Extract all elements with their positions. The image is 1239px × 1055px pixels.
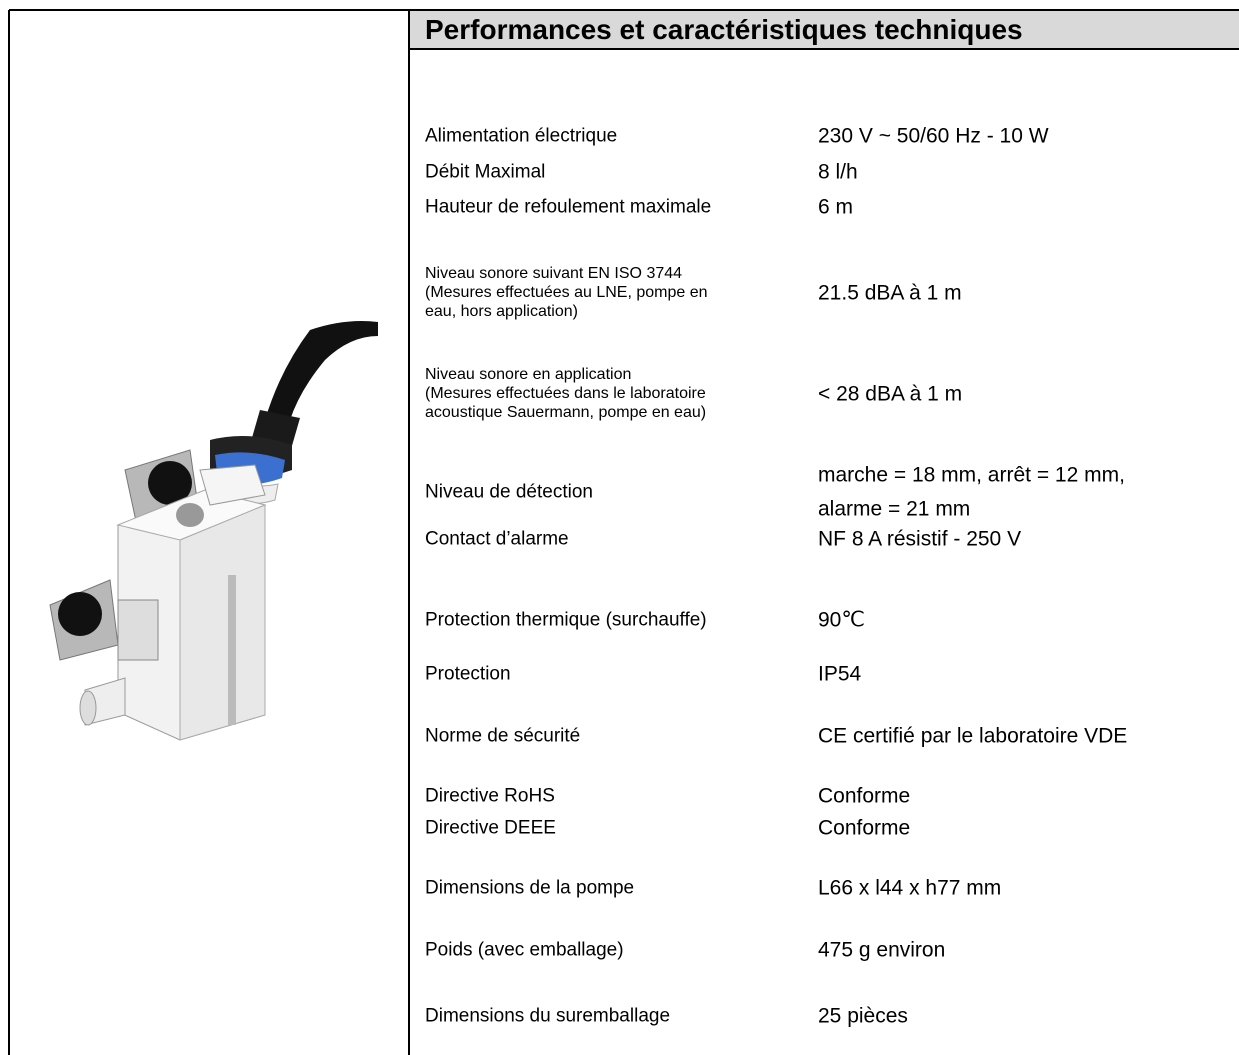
row-label: Niveau sonore en application [425,367,631,383]
row-label: (Mesures effectuées au LNE, pompe en [425,285,708,301]
row-value: NF 8 A résistif - 250 V [818,529,1021,550]
row-value: 6 m [818,197,853,218]
row-label: Alimentation électrique [425,127,617,146]
row-label: Poids (avec emballage) [425,941,624,960]
row-value: 230 V ~ 50/60 Hz - 10 W [818,126,1049,147]
row-value: < 28 dBA à 1 m [818,384,962,405]
pump-illustration [50,321,378,740]
row-value: Conforme [818,818,910,839]
row-value: 475 g environ [818,940,945,961]
row-value: IP54 [818,664,861,685]
row-label: Dimensions de la pompe [425,879,634,898]
row-value: L66 x l44 x h77 mm [818,878,1001,899]
row-value: CE certifié par le laboratoire VDE [818,726,1127,747]
row-label: (Mesures effectuées dans le laboratoire [425,386,706,402]
row-label: Hauteur de refoulement maximale [425,198,711,217]
row-label: Niveau de détection [425,483,593,502]
row-label: Contact d’alarme [425,530,569,549]
page: Performances et caractéristiques techniq… [0,0,1239,1055]
row-label: Protection thermique (surchauffe) [425,611,707,630]
row-value: 21.5 dBA à 1 m [818,283,962,304]
row-label: eau, hors application) [425,304,578,320]
row-label: Débit Maximal [425,163,545,182]
row-label: Norme de sécurité [425,727,580,746]
row-label: acoustique Sauermann, pompe en eau) [425,405,706,421]
row-label: Directive RoHS [425,787,555,806]
row-value: alarme = 21 mm [818,499,970,520]
row-value: Conforme [818,786,910,807]
row-label: Directive DEEE [425,819,556,838]
row-value: 25 pièces [818,1006,908,1027]
row-label: Niveau sonore suivant EN ISO 3744 [425,266,682,282]
row-label: Protection [425,665,511,684]
row-label: Dimensions du suremballage [425,1007,670,1026]
row-value: 8 l/h [818,162,858,183]
header-title: Performances et caractéristiques techniq… [425,16,1023,44]
row-value: 90℃ [818,610,865,631]
row-value: marche = 18 mm, arrêt = 12 mm, [818,465,1125,486]
